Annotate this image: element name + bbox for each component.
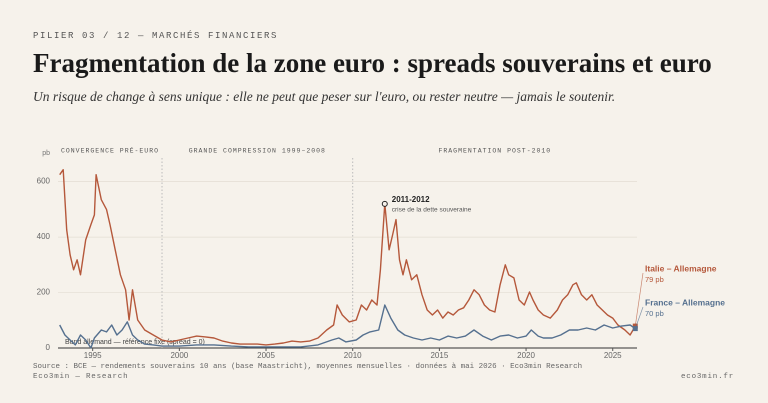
series-end-label: 79 pb (645, 275, 664, 284)
x-tick-label: 1995 (84, 351, 102, 360)
y-tick-label: 400 (37, 232, 51, 241)
x-tick-label: 2005 (257, 351, 275, 360)
label-connector (634, 306, 644, 329)
label-connector (634, 272, 644, 327)
series-end-label: 70 pb (645, 309, 664, 318)
phase-label: GRANDE COMPRESSION 1999–2008 (189, 148, 326, 155)
x-tick-label: 2015 (430, 351, 448, 360)
phase-label: FRAGMENTATION POST-2010 (438, 148, 551, 155)
annotation-label: 2011-2012 (392, 195, 430, 204)
y-tick-label: 0 (46, 343, 51, 352)
series-line (59, 304, 636, 349)
y-tick-label: 200 (37, 288, 51, 297)
subtitle: Un risque de change à sens unique : elle… (33, 89, 616, 104)
annotation-marker (381, 200, 388, 207)
annotation-text: crise de la dette souveraine (392, 207, 472, 214)
x-tick-label: 2000 (170, 351, 188, 360)
x-tick-label: 2010 (344, 351, 362, 360)
series-label: Italie – Allemagne (645, 263, 717, 273)
x-tick-label: 2025 (604, 351, 622, 360)
baseline-label: Bund allemand — référence fixe (spread =… (65, 339, 205, 346)
series-label: France – Allemagne (645, 297, 725, 307)
site: eco3min.fr (681, 373, 734, 381)
series-line (59, 169, 636, 346)
title: Fragmentation de la zone euro : spreads … (33, 48, 712, 78)
kicker: PILIER 03 / 12 — MARCHÉS FINANCIERS (33, 31, 279, 41)
phase-label: CONVERGENCE PRÉ-EURO (61, 147, 159, 155)
y-tick-label: 600 (37, 177, 51, 186)
y-unit: pb (42, 150, 50, 157)
brand: Eco3min — Research (33, 373, 128, 381)
x-tick-label: 2020 (517, 351, 535, 360)
source: Source : BCE — rendements souverains 10 … (33, 363, 582, 371)
